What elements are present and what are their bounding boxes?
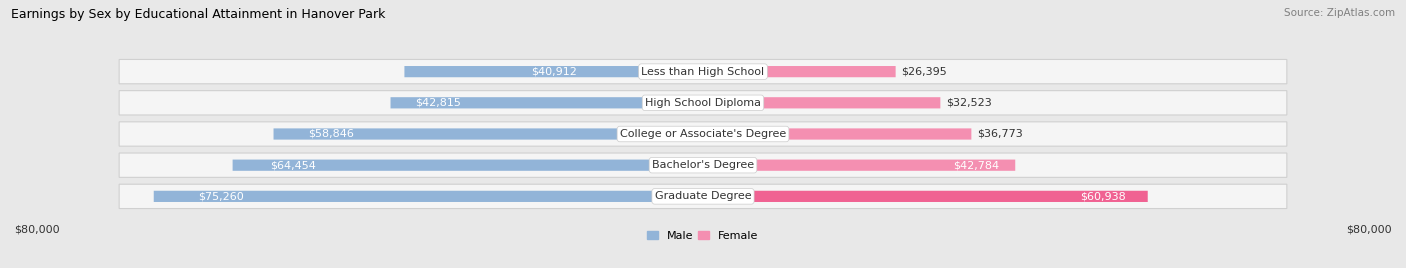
Text: Source: ZipAtlas.com: Source: ZipAtlas.com — [1284, 8, 1395, 18]
Text: Less than High School: Less than High School — [641, 67, 765, 77]
Text: $40,912: $40,912 — [531, 67, 576, 77]
Text: $75,260: $75,260 — [198, 191, 243, 201]
FancyBboxPatch shape — [120, 184, 1286, 209]
FancyBboxPatch shape — [703, 66, 896, 77]
Text: $42,815: $42,815 — [416, 98, 461, 108]
FancyBboxPatch shape — [703, 97, 941, 109]
Text: Graduate Degree: Graduate Degree — [655, 191, 751, 201]
FancyBboxPatch shape — [232, 159, 703, 171]
Text: $36,773: $36,773 — [977, 129, 1024, 139]
Text: $80,000: $80,000 — [14, 224, 59, 234]
FancyBboxPatch shape — [120, 91, 1286, 115]
FancyBboxPatch shape — [120, 153, 1286, 177]
FancyBboxPatch shape — [703, 128, 972, 140]
FancyBboxPatch shape — [120, 122, 1286, 146]
Text: $60,938: $60,938 — [1080, 191, 1125, 201]
Text: College or Associate's Degree: College or Associate's Degree — [620, 129, 786, 139]
FancyBboxPatch shape — [405, 66, 703, 77]
Text: $64,454: $64,454 — [270, 160, 316, 170]
FancyBboxPatch shape — [120, 59, 1286, 84]
Text: $32,523: $32,523 — [946, 98, 993, 108]
Text: High School Diploma: High School Diploma — [645, 98, 761, 108]
Text: $42,784: $42,784 — [953, 160, 1000, 170]
FancyBboxPatch shape — [703, 191, 1147, 202]
Text: Bachelor's Degree: Bachelor's Degree — [652, 160, 754, 170]
FancyBboxPatch shape — [391, 97, 703, 109]
Text: $80,000: $80,000 — [1347, 224, 1392, 234]
FancyBboxPatch shape — [153, 191, 703, 202]
Text: $58,846: $58,846 — [308, 129, 354, 139]
Text: Earnings by Sex by Educational Attainment in Hanover Park: Earnings by Sex by Educational Attainmen… — [11, 8, 385, 21]
Legend: Male, Female: Male, Female — [643, 226, 763, 245]
Text: $26,395: $26,395 — [901, 67, 948, 77]
FancyBboxPatch shape — [274, 128, 703, 140]
FancyBboxPatch shape — [703, 159, 1015, 171]
